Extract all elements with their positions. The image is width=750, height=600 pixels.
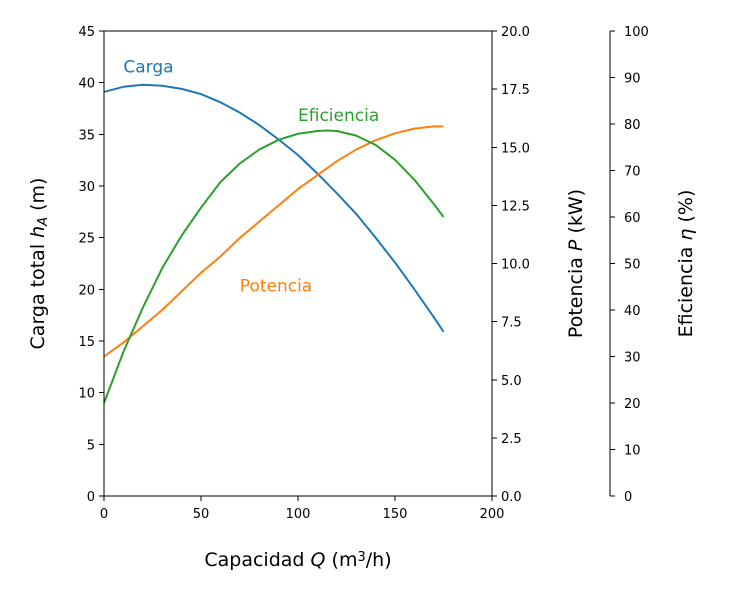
- y-axis-title-head-part-3: (m): [27, 178, 49, 217]
- y-eff-tick-label: 20: [624, 397, 641, 412]
- y-head-tick-label: 10: [78, 387, 95, 402]
- y-head-tick-label: 35: [78, 128, 95, 143]
- series-label-potencia: Potencia: [240, 276, 312, 296]
- y-eff-tick-label: 10: [624, 444, 641, 459]
- y-head-tick-label: 25: [78, 232, 95, 247]
- y-eff-tick-label: 90: [624, 72, 641, 87]
- y-axis-title-eff-part-1: η: [675, 229, 697, 241]
- y-eff-tick-label: 40: [624, 304, 641, 319]
- x-axis-title-part-3: 3: [357, 550, 365, 565]
- x-tick-label: 100: [286, 507, 311, 522]
- y-power-tick-label: 0.0: [501, 490, 522, 505]
- y-head-tick-label: 0: [87, 490, 95, 505]
- y-eff-tick-label: 50: [624, 258, 641, 273]
- y-axis-title-power-part-1: P: [565, 239, 587, 251]
- y-head-tick-label: 15: [78, 335, 95, 350]
- series-label-carga: Carga: [123, 57, 173, 77]
- y-power-tick-label: 12.5: [501, 199, 530, 214]
- y-head-tick-label: 20: [78, 283, 95, 298]
- y-eff-tick-label: 70: [624, 165, 641, 180]
- x-tick-label: 50: [193, 507, 210, 522]
- y-eff-tick-label: 30: [624, 351, 641, 366]
- y-head-tick-label: 5: [87, 438, 95, 453]
- y-power-tick-label: 7.5: [501, 316, 522, 331]
- y-eff-tick-label: 0: [624, 490, 632, 505]
- y-axis-title-power-part-0: Potencia: [565, 251, 587, 338]
- series-label-eficiencia: Eficiencia: [298, 106, 379, 126]
- y-axis-title-eff-part-0: Eficiencia: [675, 241, 697, 338]
- y-head-tick-label: 45: [78, 25, 95, 40]
- y-power-tick-label: 10.0: [501, 258, 530, 273]
- y-axis-title-power: Potencia P (kW): [565, 189, 587, 338]
- x-axis-title-part-2: (m: [326, 549, 358, 571]
- plot-frame: [103, 30, 493, 497]
- series-line-eficiencia: [103, 129, 445, 404]
- x-tick-label: 0: [100, 507, 108, 522]
- y-power-tick-label: 2.5: [501, 432, 522, 447]
- y-power-tick-label: 17.5: [501, 83, 530, 98]
- x-tick-label: 200: [480, 507, 505, 522]
- y-head-tick-label: 40: [78, 77, 95, 92]
- y-head-tick-label: 30: [78, 180, 95, 195]
- y-axis-title-power-part-2: (kW): [565, 189, 587, 240]
- y-axis-title-eff-part-2: (%): [675, 190, 697, 229]
- y-power-tick-label: 20.0: [501, 25, 530, 40]
- series-line-potencia: [103, 125, 444, 358]
- x-axis-title: Capacidad Q (m3/h): [204, 549, 391, 571]
- x-axis-title-part-1: Q: [311, 549, 326, 571]
- x-tick-label: 150: [383, 507, 408, 522]
- y-axis-title-head-part-2: A: [36, 217, 51, 227]
- x-axis-title-part-0: Capacidad: [204, 549, 310, 571]
- y-axis-title-head-part-1: h: [27, 226, 49, 238]
- y-axis-title-head-part-0: Carga total: [27, 238, 49, 350]
- y-power-tick-label: 5.0: [501, 374, 522, 389]
- y-axis-title-eff: Eficiencia η (%): [675, 190, 697, 338]
- y-power-tick-label: 15.0: [501, 141, 530, 156]
- y-eff-tick-label: 60: [624, 211, 641, 226]
- x-axis-title-part-4: /h): [366, 549, 392, 571]
- y-eff-tick-label: 100: [624, 25, 649, 40]
- y-axis-title-head: Carga total hA (m): [27, 178, 51, 350]
- y-eff-tick-label: 80: [624, 118, 641, 133]
